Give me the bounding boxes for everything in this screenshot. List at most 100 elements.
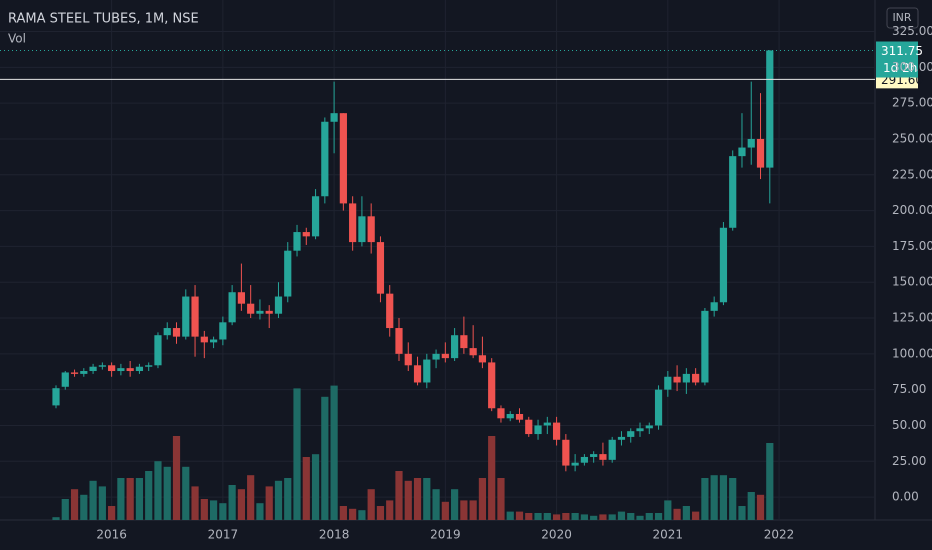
y-tick-label: 325.00 bbox=[892, 24, 932, 38]
volume-bar bbox=[534, 513, 542, 520]
candle-body bbox=[321, 121, 329, 197]
candle-body bbox=[52, 388, 60, 406]
y-tick-label: 100.00 bbox=[892, 346, 932, 360]
candle-body bbox=[571, 462, 579, 466]
candle-body bbox=[747, 138, 755, 148]
volume-bar bbox=[469, 500, 477, 520]
volume-bar bbox=[163, 466, 171, 520]
candle-body bbox=[580, 456, 588, 463]
volume-bar bbox=[172, 436, 181, 520]
candle-body bbox=[154, 335, 162, 366]
candle-body bbox=[543, 422, 551, 426]
volume-bar bbox=[293, 388, 301, 520]
candle-body bbox=[738, 147, 746, 157]
candle-body bbox=[710, 302, 718, 311]
volume-bar bbox=[182, 466, 190, 520]
volume-bar bbox=[543, 513, 551, 520]
y-tick-label: 300.00 bbox=[892, 60, 932, 74]
volume-bar bbox=[599, 514, 607, 520]
last-price-tag bbox=[876, 41, 918, 78]
volume-bar bbox=[552, 514, 561, 520]
candle-body bbox=[284, 250, 292, 297]
volume-bar bbox=[52, 517, 60, 520]
last-price-label: 311.75 bbox=[881, 44, 923, 58]
candle-body bbox=[645, 425, 653, 429]
x-tick-label: 2020 bbox=[541, 528, 572, 542]
y-tick-label: 250.00 bbox=[892, 131, 932, 145]
volume-bar bbox=[562, 513, 570, 520]
volume-bar bbox=[376, 506, 385, 520]
candle-body bbox=[729, 156, 737, 228]
candle-body bbox=[432, 353, 440, 360]
volume-bar bbox=[61, 499, 69, 520]
candle-body bbox=[61, 372, 69, 387]
volume-bar bbox=[729, 478, 737, 520]
candle-body bbox=[701, 310, 709, 383]
candle-body bbox=[89, 366, 97, 372]
candle-body bbox=[562, 439, 570, 466]
candles bbox=[52, 50, 774, 472]
y-tick-label: 275.00 bbox=[892, 96, 932, 110]
candle-body bbox=[478, 355, 487, 363]
candle-body bbox=[525, 419, 533, 435]
x-tick-label: 2021 bbox=[653, 528, 684, 542]
volume-bar bbox=[766, 443, 774, 520]
candle-body bbox=[135, 366, 144, 372]
candle-body bbox=[599, 454, 607, 460]
volume-bar bbox=[311, 454, 320, 520]
volume-bar bbox=[413, 478, 422, 520]
candle-body bbox=[636, 428, 644, 432]
volume-bar bbox=[747, 492, 755, 520]
volume-bar bbox=[395, 471, 403, 520]
volume-bar bbox=[349, 508, 357, 520]
volume-bar bbox=[497, 478, 505, 520]
y-tick-label: 175.00 bbox=[892, 239, 932, 253]
volume-bar bbox=[98, 486, 106, 520]
candle-body bbox=[108, 365, 116, 372]
candle-body bbox=[590, 454, 598, 457]
candle-body bbox=[172, 328, 181, 337]
candle-body bbox=[191, 296, 199, 337]
candle-body bbox=[682, 373, 690, 383]
candle-body bbox=[441, 353, 449, 359]
volume-bar bbox=[89, 480, 97, 520]
volume-bar bbox=[135, 478, 144, 520]
volume-bar bbox=[423, 478, 431, 520]
volume-bar bbox=[432, 489, 440, 520]
candle-body bbox=[692, 373, 700, 383]
currency[interactable]: INR bbox=[892, 11, 911, 24]
candle-body bbox=[488, 362, 496, 409]
candle-body bbox=[719, 227, 728, 303]
candle-body bbox=[358, 216, 366, 243]
candle-body bbox=[423, 359, 431, 383]
volume-bar bbox=[330, 385, 338, 520]
volume-bar bbox=[478, 478, 487, 520]
y-tick-label: 150.00 bbox=[892, 275, 932, 289]
volume-bar bbox=[117, 478, 125, 520]
candle-body bbox=[70, 372, 79, 374]
candle-body bbox=[756, 138, 765, 168]
volume-bar bbox=[525, 513, 533, 520]
candle-body bbox=[469, 348, 477, 356]
candle-body bbox=[265, 310, 273, 314]
candle-body bbox=[664, 376, 672, 390]
y-tick-label: 50.00 bbox=[892, 418, 926, 432]
candle-body bbox=[256, 310, 264, 314]
x-tick-label: 2019 bbox=[430, 528, 461, 542]
candle-body bbox=[237, 292, 245, 304]
candle-body bbox=[228, 292, 236, 323]
volume-bar bbox=[608, 514, 616, 520]
volume-bar bbox=[451, 489, 459, 520]
candle-body bbox=[163, 328, 171, 336]
candle-body bbox=[395, 328, 403, 354]
candle-body bbox=[552, 422, 561, 440]
volume-bar bbox=[654, 513, 663, 520]
volume-bar bbox=[664, 500, 672, 520]
currency-box[interactable] bbox=[886, 7, 919, 29]
volume-bar bbox=[645, 513, 653, 520]
volume-bar bbox=[274, 480, 283, 520]
volume-bar bbox=[571, 513, 579, 520]
candle-body bbox=[182, 296, 190, 337]
volume-bar bbox=[209, 500, 218, 520]
candle-body bbox=[274, 296, 283, 314]
